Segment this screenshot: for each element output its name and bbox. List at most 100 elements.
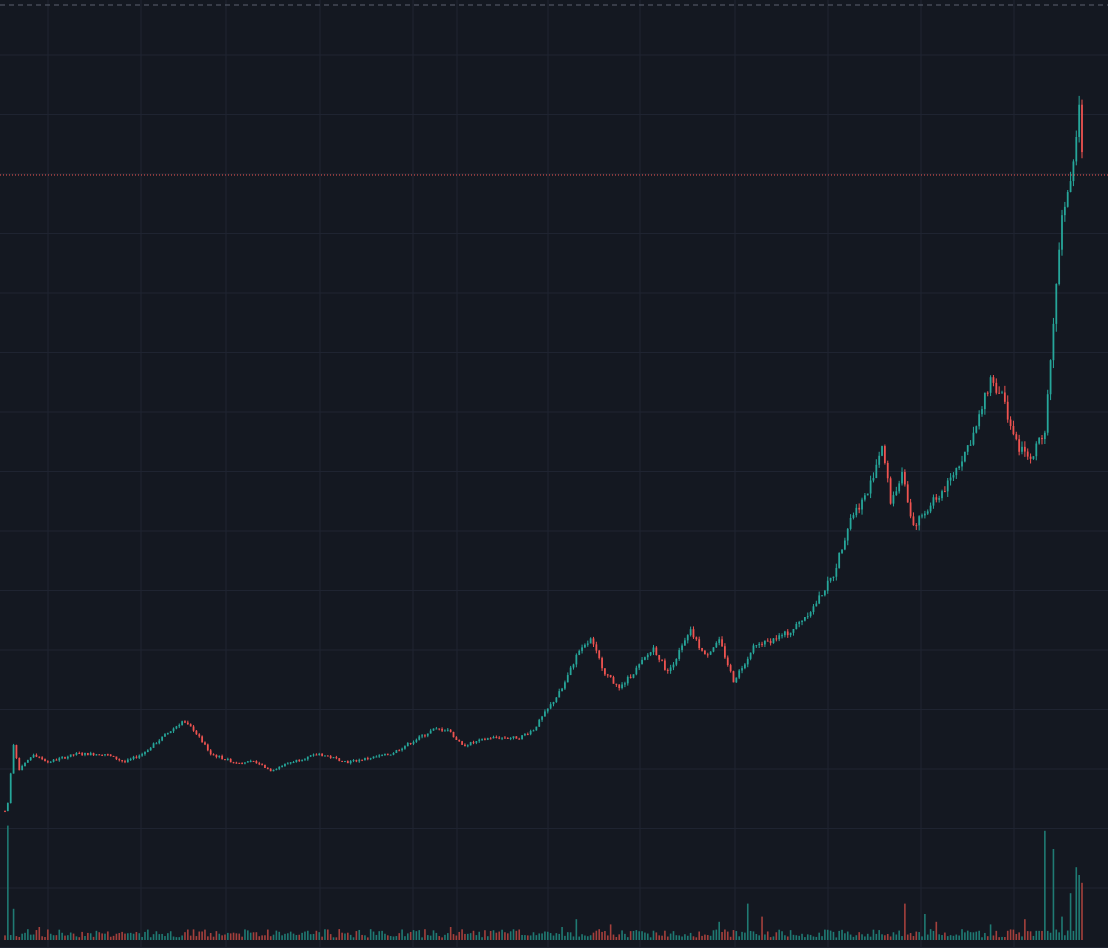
candle xyxy=(261,763,264,766)
candle xyxy=(401,747,403,752)
candle xyxy=(449,729,452,733)
candle-body xyxy=(795,623,798,630)
volume-bar xyxy=(749,930,752,940)
candle xyxy=(706,652,709,658)
candle-body xyxy=(1081,104,1083,153)
candle xyxy=(524,733,526,737)
volume-bar xyxy=(446,933,449,940)
volume-bar xyxy=(38,927,41,940)
volume-bar xyxy=(855,935,858,940)
candle-body xyxy=(678,650,681,659)
candle-body xyxy=(949,477,952,481)
volume-bar xyxy=(758,935,760,940)
price-candles xyxy=(4,95,1083,813)
candle xyxy=(752,643,755,655)
candle xyxy=(295,759,298,763)
candle xyxy=(983,392,986,415)
candle xyxy=(592,636,595,648)
volume-bar xyxy=(429,935,432,940)
candle xyxy=(869,475,872,499)
candle-body xyxy=(349,761,352,764)
candle-body xyxy=(544,711,546,717)
candle xyxy=(95,753,98,756)
volume-bar xyxy=(1004,937,1006,940)
candle xyxy=(881,445,883,457)
volume-bar xyxy=(909,933,912,940)
candle xyxy=(498,736,501,740)
volume-bar xyxy=(969,932,972,940)
volume-bar xyxy=(132,933,135,940)
candle xyxy=(926,509,929,515)
candle xyxy=(658,654,661,663)
candle-body xyxy=(524,734,526,736)
candle xyxy=(552,701,555,707)
candle-body xyxy=(775,638,778,640)
candle xyxy=(992,374,995,387)
candle xyxy=(589,637,592,644)
candle xyxy=(241,762,244,765)
volume-bar xyxy=(292,933,295,940)
candle-body xyxy=(963,451,966,462)
candle xyxy=(704,649,706,655)
candle xyxy=(575,653,578,668)
volume-bar xyxy=(129,932,132,940)
candle-body xyxy=(978,414,981,427)
candle xyxy=(535,726,538,731)
candle xyxy=(621,682,623,690)
candle-body xyxy=(918,516,921,526)
candle-body xyxy=(992,377,995,383)
volume-bar xyxy=(778,929,780,940)
candle-body xyxy=(1018,439,1021,452)
candle-body xyxy=(406,743,409,747)
candle xyxy=(118,758,121,762)
candle xyxy=(152,742,155,748)
candle-body xyxy=(452,731,455,738)
candle-body xyxy=(329,756,332,758)
candle xyxy=(126,758,129,763)
volume-bar xyxy=(698,931,700,940)
candle xyxy=(266,767,269,770)
candle-body xyxy=(309,755,312,757)
volume-bar xyxy=(944,932,946,940)
candle xyxy=(1075,130,1078,166)
candle-body xyxy=(501,737,503,739)
candle xyxy=(569,665,572,676)
volume-bar xyxy=(144,931,146,940)
volume-bar xyxy=(586,936,589,940)
volume-bar xyxy=(712,930,715,940)
candle-body xyxy=(532,730,535,732)
volume-bar xyxy=(332,937,335,940)
candle xyxy=(1069,171,1072,193)
candle-body xyxy=(1069,181,1072,193)
candle xyxy=(749,652,752,661)
candle xyxy=(258,761,261,766)
volume-bar xyxy=(375,934,378,940)
candle xyxy=(538,718,541,728)
candle-body xyxy=(361,759,363,761)
volume-bar xyxy=(315,930,318,940)
volume-bar xyxy=(55,935,58,940)
candle xyxy=(341,760,343,763)
candle xyxy=(309,754,312,758)
volume-bar xyxy=(49,933,52,940)
candle xyxy=(289,762,292,765)
volume-bar xyxy=(384,933,386,940)
candle xyxy=(886,460,889,483)
candle-body xyxy=(324,755,326,757)
volume-bar xyxy=(209,933,212,940)
volume-bar xyxy=(167,933,169,940)
candle xyxy=(1032,456,1035,460)
volume-bar xyxy=(918,932,920,940)
volume-bar xyxy=(158,934,161,940)
volume-bar xyxy=(798,935,800,940)
candle xyxy=(315,753,318,756)
candle-body xyxy=(218,755,221,757)
volume-bar xyxy=(95,930,98,940)
volume-bar xyxy=(18,936,21,940)
volume-bar xyxy=(249,932,252,940)
candle-body xyxy=(455,737,458,740)
candle-body xyxy=(338,758,341,761)
candle-body xyxy=(58,758,61,761)
